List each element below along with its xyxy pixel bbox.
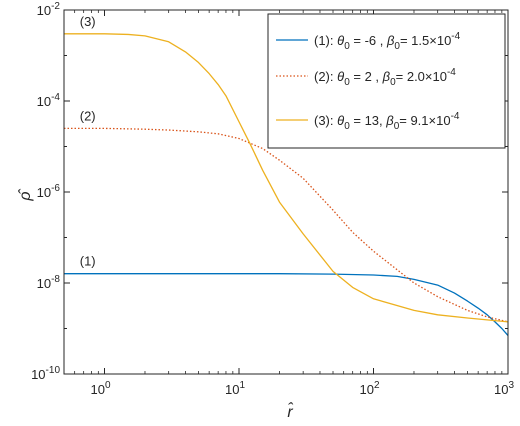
x-tick-label: 102	[359, 380, 379, 397]
legend-beta-subscript: 0	[390, 77, 396, 88]
legend-series-id: (1):	[314, 33, 337, 48]
legend-theta-symbol: θ	[337, 69, 344, 84]
x-tick-label: 103	[494, 380, 514, 397]
tick-exponent: 2	[374, 380, 380, 391]
tick-exponent: -8	[51, 274, 60, 285]
tick-exponent: -10	[46, 365, 61, 376]
tick-base: 10	[31, 367, 45, 382]
legend-beta-exponent: -4	[451, 31, 460, 42]
legend-beta-symbol: β	[386, 33, 395, 48]
legend-beta-exponent: -4	[451, 111, 460, 122]
legend-beta-subscript: 0	[394, 41, 400, 52]
series-annotation-2: (2)	[80, 108, 96, 123]
legend-beta-symbol: β	[385, 113, 394, 128]
legend-label-2: (2): θ0 = 2 , β0= 2.0×10-4	[314, 67, 456, 88]
legend-theta-value: = 2 ,	[350, 69, 383, 84]
y-tick-label: 10-8	[37, 274, 61, 291]
legend-label-1: (1): θ0 = -6 , β0= 1.5×10-4	[314, 31, 461, 52]
legend-theta-value: = -6 ,	[350, 33, 387, 48]
series-annotation-3: (3)	[80, 14, 96, 29]
legend-label-3: (3): θ0 = 13, β0= 9.1×10-4	[314, 111, 460, 132]
tick-layer	[63, 9, 509, 375]
y-tick-label: 10-10	[31, 365, 60, 382]
tick-exponent: -6	[51, 183, 60, 194]
tick-exponent: 1	[239, 380, 245, 391]
y-tick-label: 10-2	[37, 1, 61, 18]
legend-series-id: (3):	[314, 113, 337, 128]
x-tick-labels: 100 101 102 103	[90, 380, 514, 397]
legend-theta-subscript: 0	[344, 121, 350, 132]
legend-beta-value: = 2.0×10	[396, 69, 447, 84]
legend-theta-subscript: 0	[344, 77, 350, 88]
legend-beta-value: = 9.1×10	[399, 113, 450, 128]
legend-beta-value: = 1.5×10	[400, 33, 451, 48]
tick-base: 10	[494, 382, 508, 397]
series-layer	[64, 33, 508, 336]
tick-base: 10	[359, 382, 373, 397]
x-tick-label: 100	[90, 380, 110, 397]
legend-theta-value: = 13,	[350, 113, 387, 128]
y-axis-title: ρ̂	[17, 188, 34, 201]
legend-theta-symbol: θ	[337, 33, 344, 48]
tick-base: 10	[37, 185, 51, 200]
tick-exponent: -4	[51, 92, 60, 103]
tick-exponent: -2	[51, 1, 60, 12]
tick-base: 10	[37, 276, 51, 291]
legend-beta-subscript: 0	[394, 121, 400, 132]
tick-base: 10	[37, 94, 51, 109]
y-tick-label: 10-4	[37, 92, 61, 109]
legend-theta-symbol: θ	[337, 113, 344, 128]
legend-theta-subscript: 0	[344, 41, 350, 52]
series-line-3	[64, 33, 508, 323]
y-tick-label: 10-6	[37, 183, 61, 200]
tick-base: 10	[225, 382, 239, 397]
series-line-1	[64, 273, 508, 336]
legend: (1): θ0 = -6 , β0= 1.5×10-4(2): θ0 = 2 ,…	[267, 13, 506, 149]
annotation-layer: (1) (2) (3)	[80, 14, 96, 269]
tick-base: 10	[37, 3, 51, 18]
tick-exponent: 0	[105, 380, 111, 391]
tick-exponent: 3	[508, 380, 514, 391]
legend-beta-exponent: -4	[447, 67, 456, 78]
series-annotation-1: (1)	[80, 254, 96, 269]
tick-base: 10	[90, 382, 104, 397]
x-tick-label: 101	[225, 380, 245, 397]
legend-box	[267, 13, 506, 149]
legend-beta-symbol: β	[382, 69, 391, 84]
legend-series-id: (2):	[314, 69, 337, 84]
x-axis-title: r̂	[287, 401, 293, 421]
